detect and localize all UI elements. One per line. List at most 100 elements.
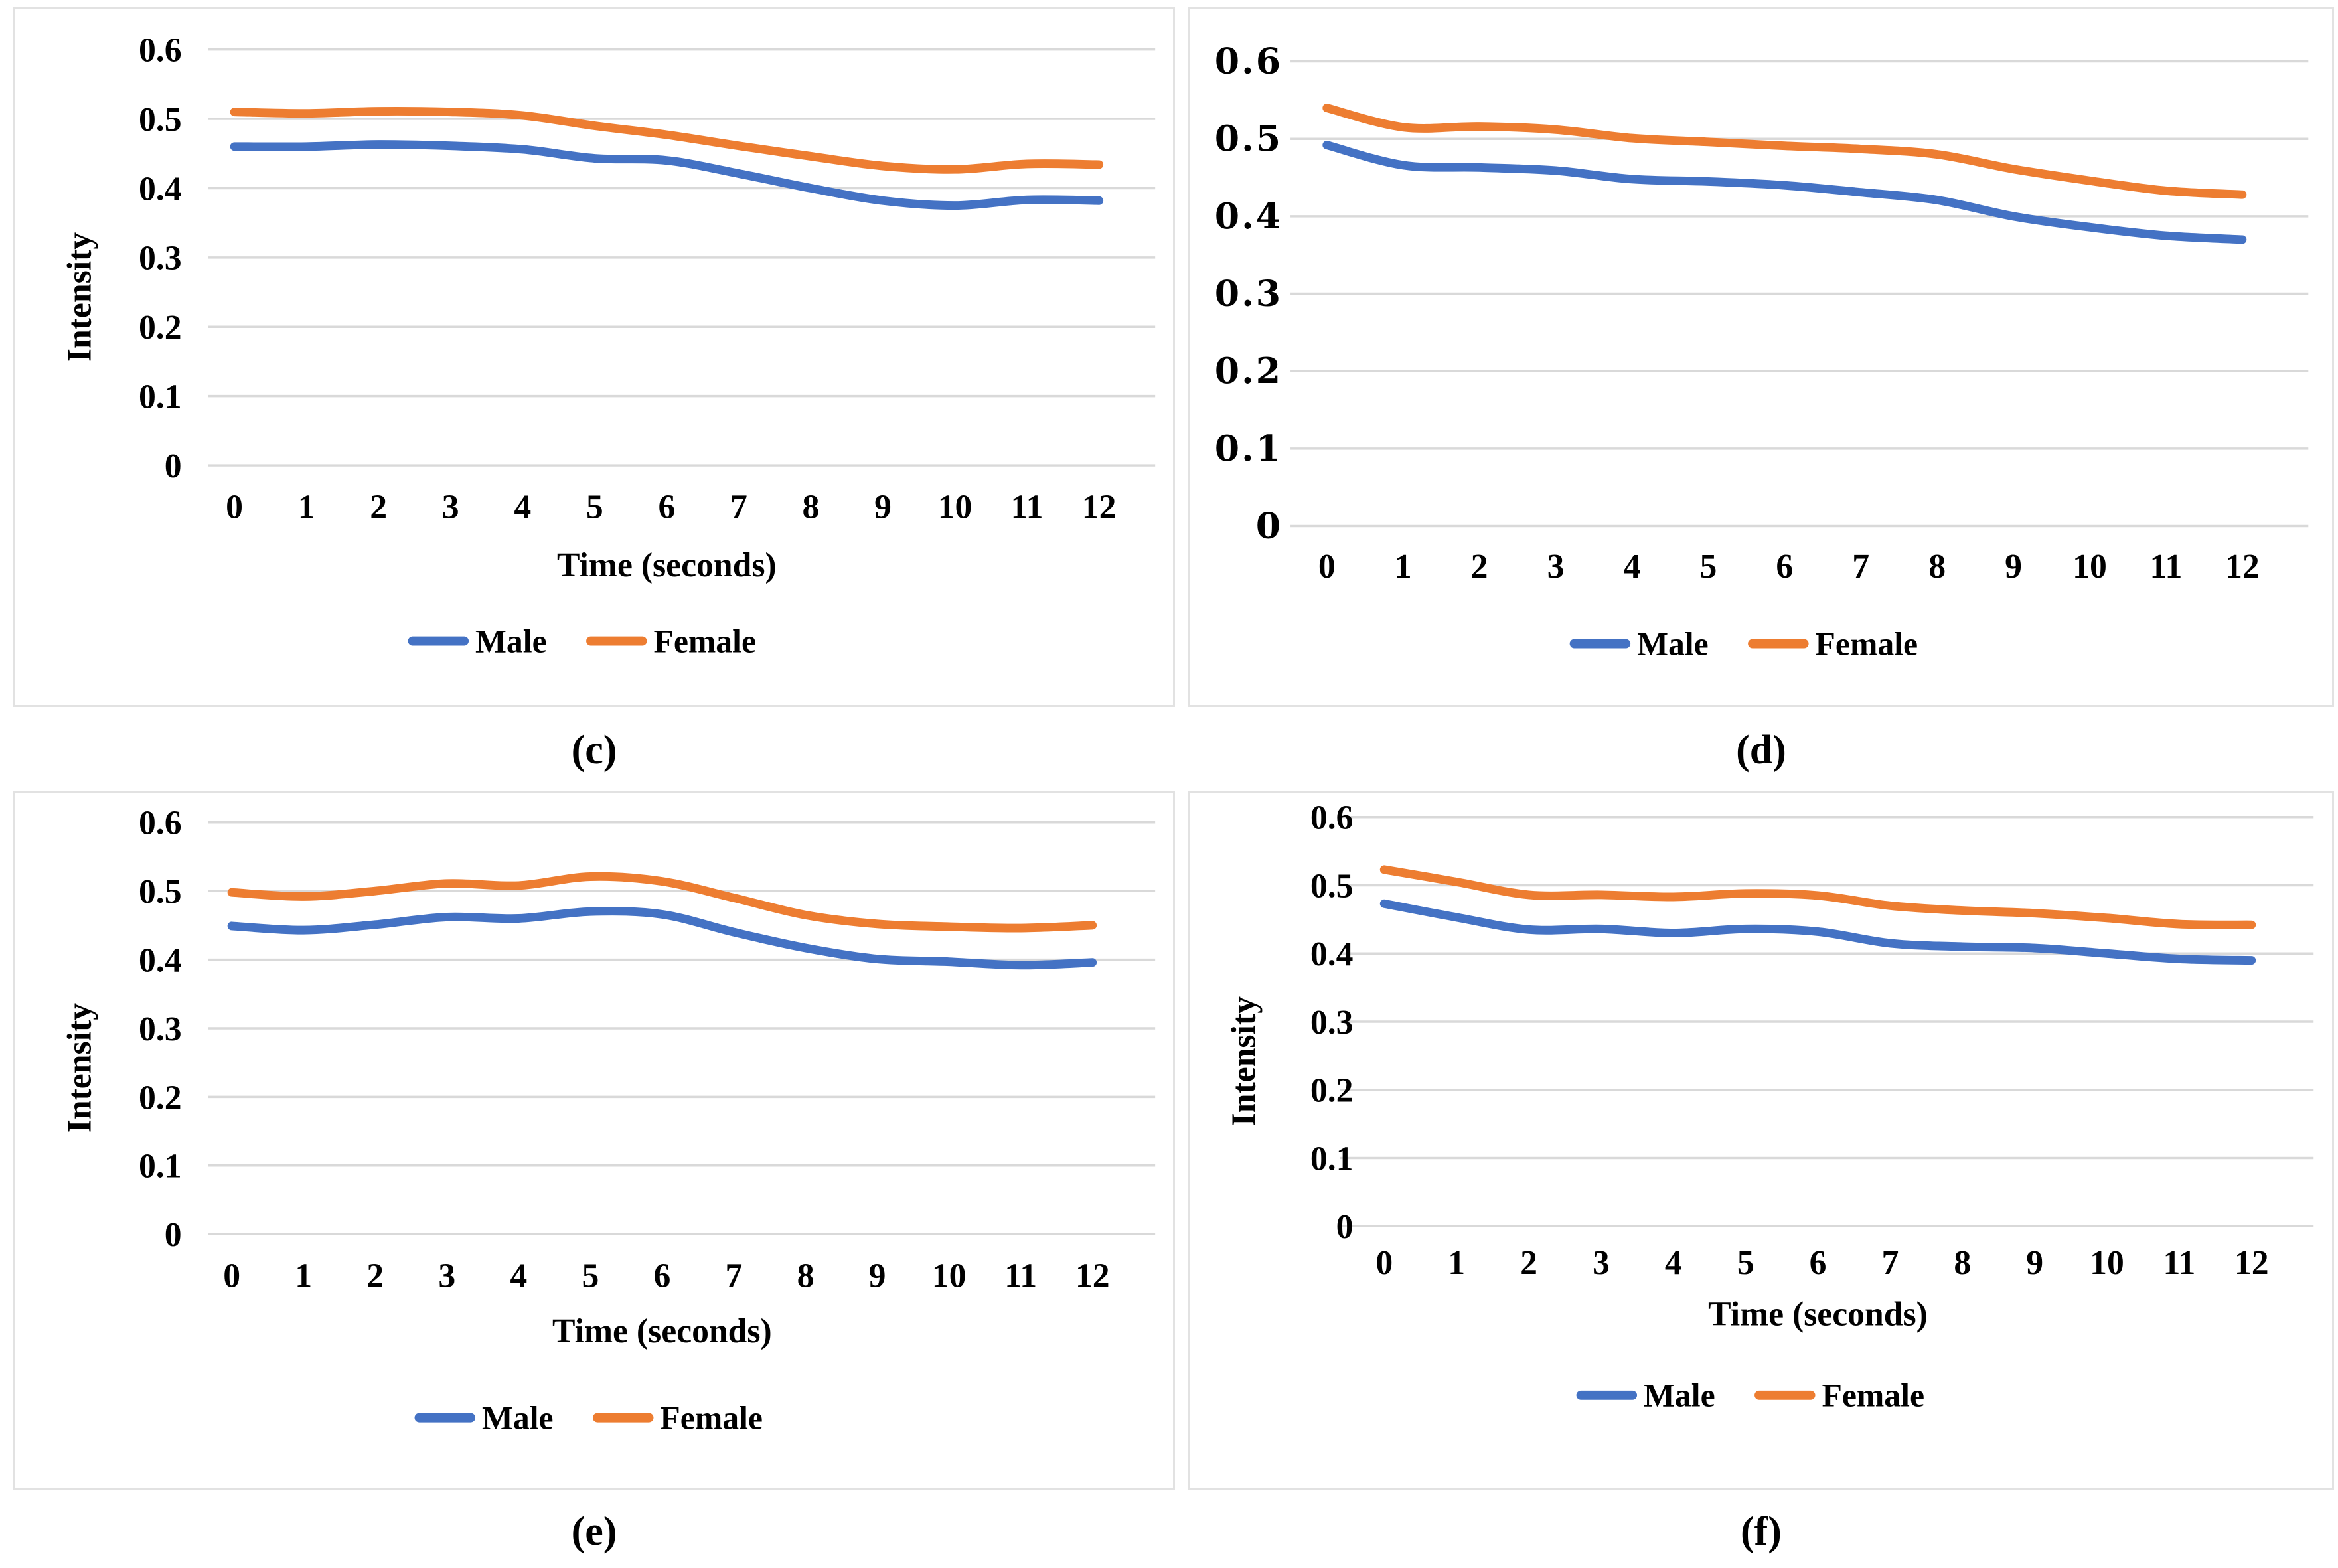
y-tick-label: 0.3 — [1215, 272, 1283, 314]
y-tick-label: 0.6 — [1310, 799, 1354, 837]
y-tick-label: 0.5 — [1215, 118, 1283, 159]
legend-label-female: Female — [660, 1400, 763, 1437]
y-tick-label: 0.5 — [139, 873, 182, 911]
x-tick-label: 9 — [2005, 548, 2022, 586]
x-tick-label: 7 — [730, 489, 747, 526]
x-tick-label: 0 — [1375, 1244, 1393, 1282]
legend: Male Female — [1569, 625, 1918, 662]
y-tick-label: 0.4 — [1215, 195, 1283, 237]
legend-item-male: Male — [408, 623, 547, 659]
x-tick-label: 6 — [1776, 548, 1793, 586]
y-tick-label: 0.2 — [139, 309, 182, 347]
x-tick-label: 10 — [932, 1257, 967, 1295]
y-tick-label: 0.2 — [1215, 350, 1283, 392]
x-tick-label: 2 — [1471, 548, 1488, 586]
legend-swatch-male — [1576, 1390, 1638, 1400]
female-series-line — [1322, 104, 2247, 199]
x-axis-title: Time (seconds) — [557, 546, 777, 584]
legend-item-male: Male — [1576, 1377, 1715, 1414]
y-tick-label: 0 — [1336, 1208, 1354, 1246]
y-axis-title: Intensity — [60, 232, 98, 362]
chart-panel-c: 0.6 0.5 0.4 0.3 0.2 0.1 0 Intensity 0 1 2 3 4 5 6 7 8 9 10… — [13, 7, 1175, 707]
legend-label-male: Male — [1637, 625, 1709, 662]
x-tick-label: 2 — [366, 1257, 384, 1295]
y-axis-title: Intensity — [60, 1003, 98, 1133]
x-tick-label: 8 — [797, 1257, 815, 1295]
x-tick-label: 6 — [658, 489, 675, 526]
y-tick-label: 0.3 — [139, 1010, 182, 1048]
x-tick-label: 12 — [2234, 1244, 2269, 1282]
legend-label-male: Male — [1644, 1377, 1715, 1414]
legend-label-female: Female — [653, 623, 756, 659]
male-series-line — [227, 907, 1097, 970]
legend-swatch-female — [1748, 639, 1809, 649]
x-tick-label: 5 — [586, 489, 603, 526]
caption-f: (f) — [1741, 1509, 1782, 1554]
legend-swatch-male — [408, 636, 469, 646]
x-tick-label: 7 — [726, 1257, 743, 1295]
x-tick-label: 6 — [1810, 1244, 1827, 1282]
legend-label-female: Female — [1816, 625, 1918, 662]
x-tick-label: 3 — [1547, 548, 1565, 586]
x-tick-label: 12 — [1082, 489, 1117, 526]
y-tick-label: 0 — [1256, 505, 1283, 546]
legend-swatch-female — [593, 1413, 654, 1423]
x-tick-label: 8 — [1928, 548, 1946, 586]
x-tick-label: 10 — [938, 489, 973, 526]
y-tick-label: 0.3 — [1310, 1004, 1354, 1042]
legend-item-female: Female — [586, 623, 756, 659]
chart-panel-d: 0.6 0.5 0.4 0.3 0.2 0.1 0 0 1 2 3 4 5 6 7 8 9 10 11 12 Male F… — [1188, 7, 2334, 707]
x-tick-label: 4 — [510, 1257, 527, 1295]
x-tick-label: 11 — [1011, 489, 1044, 526]
legend-label-male: Male — [475, 623, 547, 659]
caption-d: (d) — [1736, 728, 1786, 773]
legend-swatch-female — [586, 636, 647, 646]
y-tick-label: 0.4 — [139, 941, 182, 979]
legend: Male Female — [408, 623, 756, 659]
x-tick-label: 12 — [1075, 1257, 1110, 1295]
y-tick-label: 0.6 — [1215, 40, 1283, 82]
legend-item-male: Male — [414, 1400, 554, 1437]
x-tick-label: 9 — [869, 1257, 886, 1295]
legend-swatch-male — [1569, 639, 1631, 649]
x-tick-label: 11 — [1004, 1257, 1037, 1295]
caption-c: (c) — [571, 728, 617, 773]
y-tick-label: 0.1 — [1215, 428, 1283, 469]
male-series-line — [230, 140, 1104, 210]
legend-item-male: Male — [1569, 625, 1709, 662]
y-tick-label: 0.1 — [139, 378, 182, 416]
x-tick-label: 9 — [874, 489, 892, 526]
x-tick-label: 8 — [803, 489, 820, 526]
y-tick-label: 0.3 — [139, 240, 182, 277]
x-tick-label: 9 — [2026, 1244, 2043, 1282]
x-tick-label: 12 — [2225, 548, 2260, 586]
y-tick-label: 0.6 — [139, 805, 182, 842]
x-tick-label: 10 — [2072, 548, 2107, 586]
x-tick-label: 3 — [1593, 1244, 1610, 1282]
y-tick-label: 0.2 — [139, 1079, 182, 1117]
x-tick-label: 5 — [1737, 1244, 1754, 1282]
x-tick-label: 4 — [514, 489, 531, 526]
x-tick-label: 2 — [370, 489, 387, 526]
legend-item-female: Female — [593, 1400, 763, 1437]
y-tick-label: 0 — [165, 1216, 182, 1254]
x-tick-label: 10 — [2090, 1244, 2124, 1282]
x-tick-label: 6 — [653, 1257, 670, 1295]
legend-item-female: Female — [1748, 625, 1918, 662]
y-tick-label: 0.2 — [1310, 1072, 1354, 1110]
x-tick-label: 3 — [438, 1257, 455, 1295]
x-tick-label: 7 — [1881, 1244, 1899, 1282]
y-tick-label: 0.1 — [1310, 1140, 1354, 1178]
legend-swatch-female — [1754, 1390, 1816, 1400]
x-tick-label: 8 — [1954, 1244, 1971, 1282]
chart-panel-f: 0.6 0.5 0.4 0.3 0.2 0.1 0 Intensity 0 1 2 3 4 5 6 7 8 9 10… — [1188, 791, 2334, 1490]
x-tick-label: 11 — [2150, 548, 2183, 586]
x-tick-label: 1 — [298, 489, 315, 526]
x-tick-label: 1 — [1448, 1244, 1465, 1282]
x-tick-label: 3 — [442, 489, 459, 526]
x-tick-label: 4 — [1665, 1244, 1682, 1282]
